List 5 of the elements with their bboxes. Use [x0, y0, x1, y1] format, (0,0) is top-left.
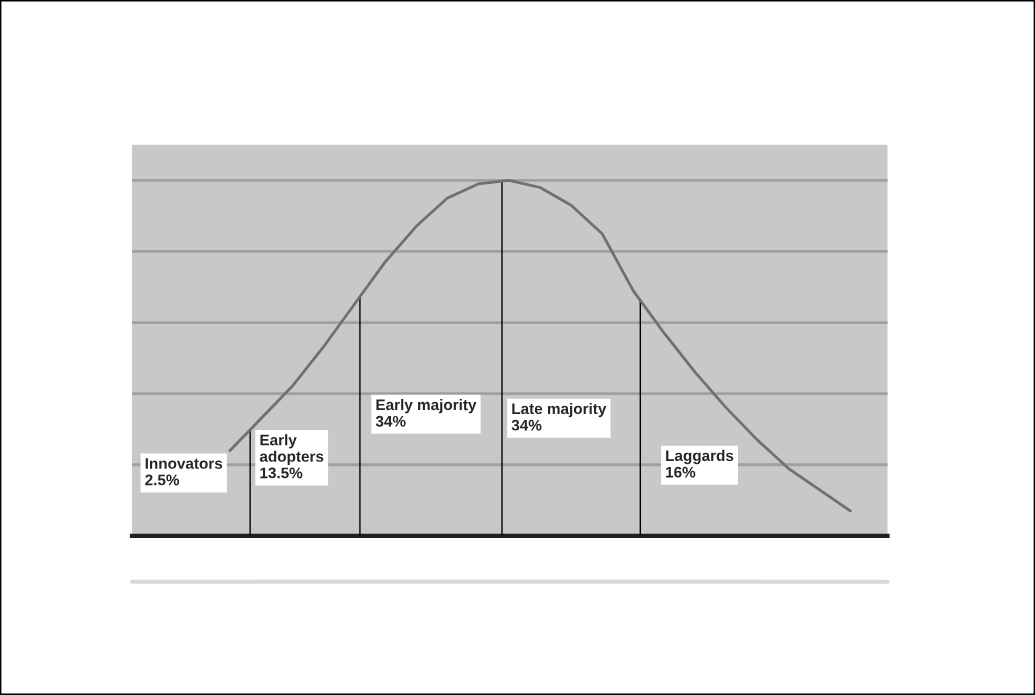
annotation: Laggards 16%	[666, 449, 734, 478]
annotation: Innovators 2.5%	[145, 458, 223, 486]
annotation: Early majority 34%	[375, 398, 477, 427]
annotation: Late majority 34%	[511, 402, 607, 431]
annotation: Early adopters 13.5%	[259, 434, 324, 479]
